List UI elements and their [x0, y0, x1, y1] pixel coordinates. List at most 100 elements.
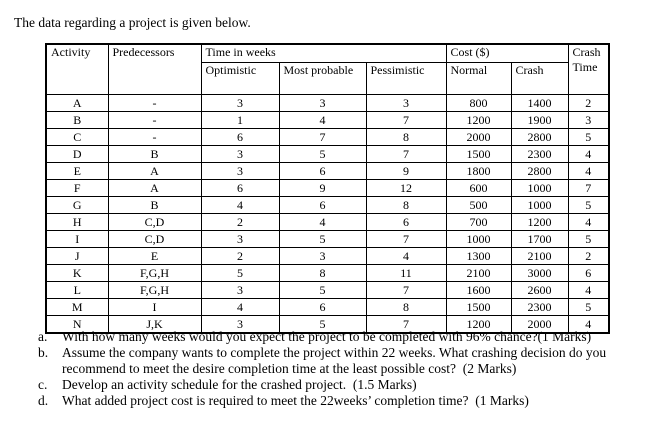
cell-pessimistic: 7	[365, 314, 447, 333]
cell-crash-cost: 1000	[510, 195, 569, 214]
cell-normal-cost: 1300	[445, 246, 512, 265]
cell-normal-cost: 1000	[445, 229, 512, 248]
cell-normal-cost: 600	[445, 178, 512, 197]
cell-pessimistic: 7	[365, 144, 447, 163]
cell-pessimistic: 6	[365, 212, 447, 231]
cell-optimistic: 3	[200, 229, 280, 248]
cell-optimistic: 4	[200, 297, 280, 316]
cell-predecessors: E	[107, 246, 202, 265]
cell-crash-cost: 2800	[510, 161, 569, 180]
cell-optimistic: 6	[200, 127, 280, 146]
cell-crash-time: 5	[567, 195, 610, 214]
question-item: a. With how many weeks would you expect …	[38, 329, 658, 345]
cell-most-probable: 9	[278, 178, 367, 197]
question-text: Develop an activity schedule for the cra…	[62, 377, 417, 392]
cell-predecessors: I	[107, 297, 202, 316]
cell-crash-time: 4	[567, 280, 610, 299]
cell-activity: B	[45, 110, 109, 129]
cell-predecessors: -	[107, 110, 202, 129]
cell-most-probable: 3	[278, 246, 367, 265]
cell-activity: H	[45, 212, 109, 231]
cell-crash-cost: 2000	[510, 314, 569, 333]
cell-crash-cost: 2600	[510, 280, 569, 299]
cell-activity: D	[45, 144, 109, 163]
cell-normal-cost: 1200	[445, 314, 512, 333]
cell-most-probable: 5	[278, 280, 367, 299]
cell-optimistic: 3	[200, 314, 280, 333]
table-row: H C,D 2 4 6 700 1200 4	[45, 212, 610, 231]
table-header: Activity Predecessors Time in weeks Cost…	[45, 43, 610, 95]
cell-crash-time: 4	[567, 144, 610, 163]
table-row: K F,G,H 5 8 11 2100 3000 6	[45, 263, 610, 282]
cell-crash-cost: 1000	[510, 178, 569, 197]
cell-activity: C	[45, 127, 109, 146]
header-normal: Normal	[445, 61, 512, 95]
cell-crash-cost: 1700	[510, 229, 569, 248]
cell-crash-time: 5	[567, 127, 610, 146]
cell-most-probable: 5	[278, 144, 367, 163]
question-item: b. Assume the company wants to complete …	[38, 345, 658, 377]
header-row-2: Optimistic Most probable Pessimistic Nor…	[46, 61, 609, 95]
cell-crash-time: 2	[567, 93, 610, 112]
cell-predecessors: A	[107, 178, 202, 197]
cell-predecessors: A	[107, 161, 202, 180]
cell-predecessors: B	[107, 195, 202, 214]
header-time-in-weeks: Time in weeks	[200, 43, 447, 63]
cell-normal-cost: 1600	[445, 280, 512, 299]
cell-crash-time: 4	[567, 161, 610, 180]
table-row: B - 1 4 7 1200 1900 3	[45, 110, 610, 129]
cell-most-probable: 6	[278, 161, 367, 180]
header-row-1: Activity Predecessors Time in weeks Cost…	[45, 43, 610, 95]
cell-optimistic: 3	[200, 93, 280, 112]
cell-activity: M	[45, 297, 109, 316]
cell-crash-time: 5	[567, 229, 610, 248]
cell-activity: K	[45, 263, 109, 282]
cell-crash-time: 4	[567, 212, 610, 231]
question-item: c. Develop an activity schedule for the …	[38, 377, 658, 393]
header-predecessors: Predecessors	[107, 43, 202, 95]
table-row: E A 3 6 9 1800 2800 4	[45, 161, 610, 180]
header-crash-time: Crash Time	[567, 43, 610, 95]
cell-predecessors: F,G,H	[107, 280, 202, 299]
question-label: d.	[38, 393, 49, 408]
cell-crash-time: 3	[567, 110, 610, 129]
cell-normal-cost: 800	[445, 93, 512, 112]
cell-pessimistic: 8	[365, 195, 447, 214]
cell-activity: J	[45, 246, 109, 265]
table-row: A - 3 3 3 800 1400 2	[45, 93, 610, 112]
cell-pessimistic: 8	[365, 127, 447, 146]
questions-list: a. With how many weeks would you expect …	[38, 329, 658, 409]
cell-predecessors: J,K	[107, 314, 202, 333]
cell-most-probable: 8	[278, 263, 367, 282]
header-pessimistic: Pessimistic	[365, 61, 447, 95]
table-row: G B 4 6 8 500 1000 5	[45, 195, 610, 214]
cell-crash-cost: 2800	[510, 127, 569, 146]
table-row: M I 4 6 8 1500 2300 5	[45, 297, 610, 316]
header-activity: Activity	[45, 43, 109, 95]
cell-normal-cost: 2000	[445, 127, 512, 146]
question-item: d. What added project cost is required t…	[38, 393, 658, 409]
cell-optimistic: 3	[200, 161, 280, 180]
cell-optimistic: 3	[200, 144, 280, 163]
cell-predecessors: B	[107, 144, 202, 163]
cell-most-probable: 5	[278, 229, 367, 248]
table-row: L F,G,H 3 5 7 1600 2600 4	[45, 280, 610, 299]
cell-optimistic: 2	[200, 212, 280, 231]
question-label: a.	[38, 329, 48, 344]
cell-most-probable: 7	[278, 127, 367, 146]
table-row: C - 6 7 8 2000 2800 5	[45, 127, 610, 146]
cell-activity: L	[45, 280, 109, 299]
header-most-probable: Most probable	[278, 61, 367, 95]
cell-predecessors: C,D	[107, 212, 202, 231]
cell-normal-cost: 1800	[445, 161, 512, 180]
cell-pessimistic: 11	[365, 263, 447, 282]
cell-crash-time: 6	[567, 263, 610, 282]
cell-crash-cost: 2100	[510, 246, 569, 265]
cell-predecessors: C,D	[107, 229, 202, 248]
table-row: N J,K 3 5 7 1200 2000 4	[45, 314, 610, 333]
cell-crash-time: 5	[567, 297, 610, 316]
header-cost: Cost ($)	[445, 43, 569, 63]
header-optimistic: Optimistic	[200, 61, 280, 95]
cell-most-probable: 3	[278, 93, 367, 112]
